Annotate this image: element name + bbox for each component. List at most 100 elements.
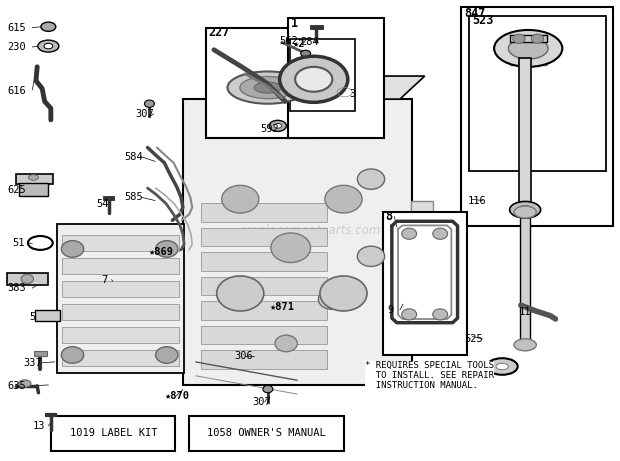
Text: 615: 615 xyxy=(7,23,26,33)
Bar xyxy=(288,18,384,138)
Ellipse shape xyxy=(280,56,348,102)
Ellipse shape xyxy=(508,38,548,59)
Text: 10: 10 xyxy=(461,372,473,382)
Ellipse shape xyxy=(275,335,298,352)
Ellipse shape xyxy=(228,71,308,104)
Ellipse shape xyxy=(487,358,518,375)
Ellipse shape xyxy=(269,120,286,131)
Bar xyxy=(202,203,327,222)
Bar xyxy=(510,47,547,65)
Ellipse shape xyxy=(514,206,536,218)
Bar xyxy=(183,99,412,385)
Bar xyxy=(202,301,327,320)
Text: ereplacementparts.com: ereplacementparts.com xyxy=(239,224,381,237)
Text: 523: 523 xyxy=(472,14,494,27)
Bar xyxy=(510,35,547,42)
Text: 7: 7 xyxy=(102,275,108,285)
Text: 5: 5 xyxy=(30,312,36,322)
Bar xyxy=(290,39,355,111)
Ellipse shape xyxy=(41,22,56,31)
Bar xyxy=(519,58,531,210)
Text: ★2: ★2 xyxy=(293,39,305,49)
Bar xyxy=(7,273,48,285)
Text: 337: 337 xyxy=(24,358,42,368)
Ellipse shape xyxy=(357,246,384,266)
Text: 1058 OWNER'S MANUAL: 1058 OWNER'S MANUAL xyxy=(207,428,326,438)
Text: 307: 307 xyxy=(135,109,154,119)
Ellipse shape xyxy=(510,201,541,218)
Bar xyxy=(57,224,184,373)
Bar xyxy=(62,327,179,343)
Bar xyxy=(34,351,46,356)
Text: 1: 1 xyxy=(291,17,298,30)
Bar xyxy=(62,304,179,320)
Text: ★869: ★869 xyxy=(149,247,174,257)
Ellipse shape xyxy=(29,175,38,180)
Bar xyxy=(35,310,60,321)
Bar xyxy=(383,212,467,355)
PathPatch shape xyxy=(214,76,425,99)
Ellipse shape xyxy=(156,241,178,257)
Ellipse shape xyxy=(295,67,332,92)
Ellipse shape xyxy=(496,363,508,370)
Ellipse shape xyxy=(44,43,53,49)
Bar xyxy=(411,201,433,330)
Ellipse shape xyxy=(144,100,154,107)
Text: 3: 3 xyxy=(350,89,356,99)
Text: 584: 584 xyxy=(124,152,143,162)
Text: 306: 306 xyxy=(234,351,253,361)
Ellipse shape xyxy=(217,276,264,311)
Bar xyxy=(189,416,344,451)
Ellipse shape xyxy=(402,228,417,239)
Bar xyxy=(469,16,606,171)
Text: 383: 383 xyxy=(7,283,26,293)
Ellipse shape xyxy=(319,289,346,309)
Text: 635: 635 xyxy=(7,381,26,391)
Text: 585: 585 xyxy=(124,192,143,202)
Bar xyxy=(19,183,48,196)
Text: 8: 8 xyxy=(386,210,392,223)
Text: 562: 562 xyxy=(279,36,298,47)
Text: 284: 284 xyxy=(301,37,319,47)
Bar xyxy=(62,258,179,274)
Ellipse shape xyxy=(357,169,384,189)
Ellipse shape xyxy=(514,339,536,351)
Bar xyxy=(62,281,179,297)
Text: ★871: ★871 xyxy=(270,301,294,312)
Bar xyxy=(461,7,613,226)
Ellipse shape xyxy=(531,34,544,43)
Bar xyxy=(202,326,327,344)
Ellipse shape xyxy=(433,309,448,320)
Text: 116: 116 xyxy=(467,195,486,206)
Text: 9: 9 xyxy=(388,305,394,315)
Ellipse shape xyxy=(271,233,311,262)
Ellipse shape xyxy=(21,274,33,284)
Ellipse shape xyxy=(466,365,478,373)
Bar xyxy=(202,228,327,246)
Ellipse shape xyxy=(274,124,281,128)
Bar xyxy=(62,235,179,251)
Bar xyxy=(51,416,175,451)
Bar xyxy=(202,350,327,369)
Text: 616: 616 xyxy=(7,86,26,96)
Text: 230: 230 xyxy=(7,42,26,52)
Ellipse shape xyxy=(513,34,525,43)
Text: 51: 51 xyxy=(12,238,25,248)
Ellipse shape xyxy=(61,347,84,363)
Text: ★870: ★870 xyxy=(164,391,189,402)
Ellipse shape xyxy=(518,206,533,214)
Text: 13: 13 xyxy=(32,420,45,431)
Text: 227: 227 xyxy=(208,26,229,39)
Ellipse shape xyxy=(156,347,178,363)
Text: 592: 592 xyxy=(260,124,279,134)
Text: 307: 307 xyxy=(252,397,271,407)
Bar xyxy=(206,28,314,138)
Ellipse shape xyxy=(38,40,59,52)
Text: * REQUIRES SPECIAL TOOLS
  TO INSTALL. SEE REPAIR
  INSTRUCTION MANUAL.: * REQUIRES SPECIAL TOOLS TO INSTALL. SEE… xyxy=(365,361,494,390)
Ellipse shape xyxy=(240,77,296,99)
Bar xyxy=(62,350,179,366)
Ellipse shape xyxy=(433,228,448,239)
Text: 116A: 116A xyxy=(464,364,489,374)
Bar xyxy=(202,253,327,271)
Ellipse shape xyxy=(263,385,273,393)
